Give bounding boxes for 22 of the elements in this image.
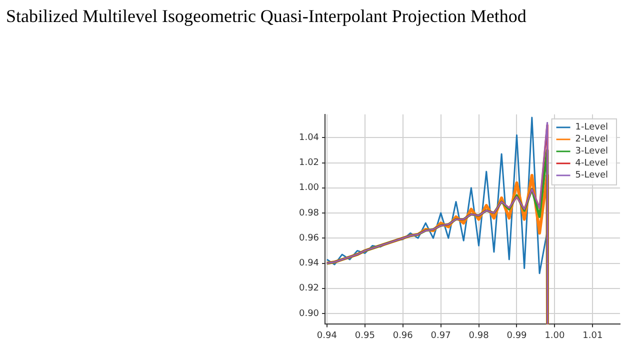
legend-label: 5-Level bbox=[575, 170, 608, 181]
x-tick-label: 0.98 bbox=[468, 330, 490, 341]
x-tick-label: 0.96 bbox=[392, 330, 414, 341]
y-tick-label: 1.02 bbox=[298, 158, 320, 168]
x-tick-label: 0.99 bbox=[506, 330, 528, 341]
y-tick-label: 1.04 bbox=[298, 132, 320, 143]
y-tick-label: 0.98 bbox=[298, 208, 320, 218]
legend-label: 2-Level bbox=[575, 134, 608, 145]
x-tick-label: 0.97 bbox=[430, 330, 451, 341]
legend-label: 4-Level bbox=[575, 158, 608, 169]
chart-title: Stabilized Multilevel Isogeometric Quasi-Interpolant Projection Method bbox=[6, 6, 526, 27]
x-tick-label: 1.01 bbox=[582, 330, 603, 341]
y-tick-label: 0.92 bbox=[298, 284, 320, 294]
x-tick-label: 0.95 bbox=[354, 330, 375, 341]
legend-label: 3-Level bbox=[575, 146, 608, 157]
y-tick-label: 0.90 bbox=[298, 308, 320, 319]
y-tick-label: 1.00 bbox=[298, 183, 320, 194]
x-tick-label: 1.00 bbox=[544, 330, 565, 341]
legend-label: 1-Level bbox=[575, 122, 608, 133]
x-tick-label: 0.94 bbox=[316, 330, 338, 341]
y-tick-label: 0.96 bbox=[298, 233, 320, 244]
y-tick-label: 0.94 bbox=[298, 258, 320, 269]
